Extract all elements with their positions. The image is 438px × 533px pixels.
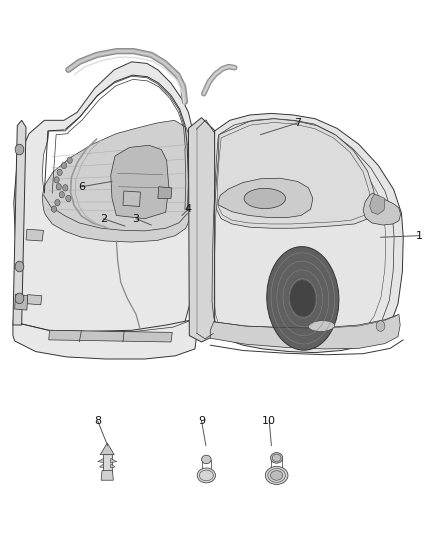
- Polygon shape: [188, 118, 215, 342]
- Polygon shape: [27, 295, 42, 305]
- Circle shape: [63, 184, 68, 191]
- Circle shape: [59, 191, 64, 198]
- Text: 4: 4: [185, 204, 192, 214]
- Circle shape: [61, 163, 67, 168]
- Circle shape: [55, 199, 60, 206]
- Ellipse shape: [267, 247, 339, 350]
- Polygon shape: [49, 330, 172, 342]
- Ellipse shape: [197, 468, 215, 483]
- Circle shape: [15, 144, 24, 155]
- Ellipse shape: [265, 466, 288, 484]
- Polygon shape: [363, 193, 401, 225]
- Circle shape: [54, 176, 59, 183]
- Polygon shape: [14, 294, 28, 310]
- Polygon shape: [218, 178, 313, 217]
- Circle shape: [51, 206, 57, 212]
- Text: 10: 10: [262, 416, 276, 426]
- Text: 7: 7: [294, 118, 301, 128]
- Polygon shape: [98, 458, 104, 463]
- Circle shape: [67, 157, 72, 164]
- Polygon shape: [210, 314, 400, 349]
- Polygon shape: [123, 191, 141, 206]
- Ellipse shape: [201, 455, 211, 464]
- Ellipse shape: [271, 471, 283, 480]
- Polygon shape: [111, 458, 117, 463]
- Circle shape: [56, 183, 61, 190]
- Polygon shape: [100, 443, 114, 455]
- Polygon shape: [42, 120, 193, 242]
- Polygon shape: [42, 76, 187, 232]
- Ellipse shape: [308, 321, 335, 332]
- Ellipse shape: [290, 280, 316, 317]
- Polygon shape: [111, 146, 169, 219]
- Circle shape: [15, 293, 24, 304]
- Polygon shape: [26, 229, 43, 241]
- Circle shape: [66, 195, 71, 201]
- Polygon shape: [99, 464, 104, 468]
- Polygon shape: [14, 62, 196, 353]
- Text: 6: 6: [78, 182, 85, 192]
- Text: 9: 9: [198, 416, 205, 426]
- Polygon shape: [209, 114, 403, 353]
- Circle shape: [15, 261, 24, 272]
- Ellipse shape: [271, 453, 283, 463]
- Text: 2: 2: [100, 214, 107, 224]
- Circle shape: [57, 169, 62, 175]
- Circle shape: [376, 321, 385, 332]
- Polygon shape: [101, 471, 113, 480]
- Polygon shape: [13, 316, 196, 359]
- Polygon shape: [370, 194, 385, 214]
- Polygon shape: [215, 119, 374, 228]
- Polygon shape: [158, 187, 172, 198]
- Text: 1: 1: [416, 231, 423, 241]
- Polygon shape: [103, 454, 112, 472]
- Text: 3: 3: [133, 214, 140, 224]
- Text: 8: 8: [94, 416, 101, 426]
- Polygon shape: [111, 464, 115, 468]
- Ellipse shape: [244, 188, 286, 208]
- Polygon shape: [13, 120, 26, 325]
